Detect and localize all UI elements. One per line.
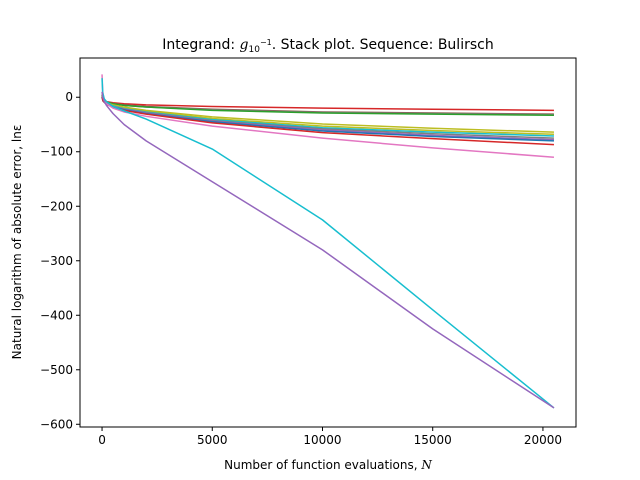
y-tick-label: −300	[40, 254, 73, 268]
x-tick-label: 0	[98, 433, 106, 447]
x-tick-label: 15000	[414, 433, 452, 447]
y-axis: 0 −100 −200 −300 −400 −500 −600	[40, 90, 80, 431]
chart-title: Integrand: g10−1. Stack plot. Sequence: …	[162, 37, 493, 55]
y-tick-label: −600	[40, 417, 73, 431]
x-axis: 0 5000 10000 15000 20000	[98, 427, 562, 447]
series-line-14	[101, 91, 555, 409]
series-line-13	[101, 78, 555, 409]
y-tick-label: −400	[40, 308, 73, 322]
y-tick-label: −200	[40, 199, 73, 213]
axes-frame	[79, 57, 577, 428]
x-axis-label: Number of function evaluations, N	[224, 458, 432, 472]
plot-area	[101, 74, 555, 409]
x-tick-label: 10000	[303, 433, 341, 447]
y-axis-label: Natural logarithm of absolute error, lnε	[10, 125, 24, 360]
x-tick-label: 20000	[524, 433, 562, 447]
y-tick-label: 0	[65, 90, 73, 104]
y-tick-label: −500	[40, 363, 73, 377]
x-tick-label: 5000	[197, 433, 228, 447]
y-tick-label: −100	[40, 145, 73, 159]
